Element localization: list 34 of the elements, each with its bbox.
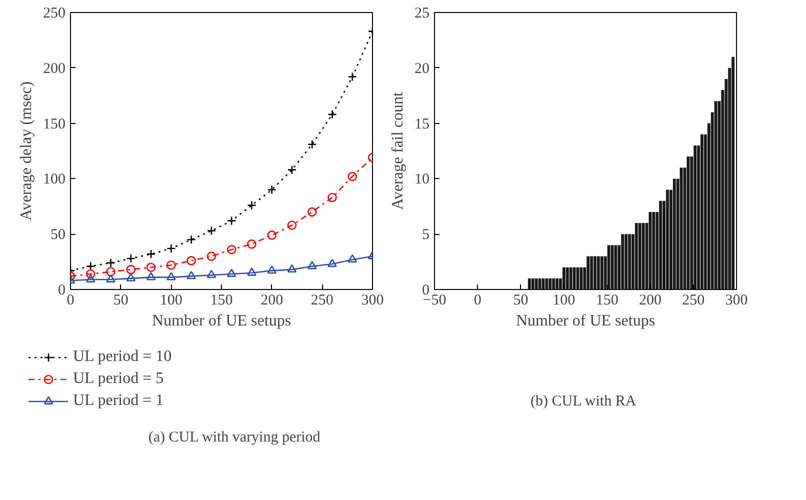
x-tick-label: 250	[310, 292, 334, 308]
x-tick-label: 300	[725, 292, 748, 308]
y-tick-label: 0	[58, 282, 66, 298]
x-tick-label: 200	[638, 292, 662, 308]
x-tick-label: 50	[513, 292, 528, 308]
text: (a) CUL with varying period	[148, 430, 321, 446]
y-tick-label: 0	[422, 282, 430, 298]
x-tick-label: 100	[552, 292, 576, 308]
text: (b) CUL with RA	[530, 394, 636, 410]
legend-label: UL period = 1	[73, 392, 164, 410]
y-tick-label: 15	[414, 116, 430, 132]
x-tick-label: 250	[682, 292, 705, 308]
x-axis-title: Number of UE setups	[152, 312, 292, 330]
y-axis-title: Average fail count	[390, 92, 406, 210]
x-tick-label: 150	[210, 292, 233, 308]
x-tick-label: 0	[474, 292, 482, 308]
x-tick-label: 100	[160, 292, 182, 308]
y-tick-label: 250	[43, 6, 66, 22]
y-tick-label: 20	[414, 60, 430, 77]
y-tick-label: 10	[414, 172, 430, 188]
y-tick-label: 50	[50, 227, 66, 244]
legend-label: UL period = 10	[73, 348, 172, 366]
y-axis-title: Average delay (msec)	[18, 81, 35, 221]
y-tick-label: 100	[43, 172, 66, 188]
x-tick-label: 300	[361, 292, 384, 308]
x-tick-label: 50	[113, 292, 128, 308]
y-tick-label: 25	[414, 6, 430, 22]
x-tick-label: 150	[596, 292, 618, 308]
y-tick-label: 5	[422, 227, 430, 244]
y-tick-label: 150	[43, 116, 66, 132]
legend-label: UL period = 5	[73, 370, 164, 388]
x-axis-title: Number of UE setups	[516, 312, 656, 330]
x-tick-label: 200	[260, 292, 284, 308]
y-tick-label: 200	[43, 60, 66, 77]
